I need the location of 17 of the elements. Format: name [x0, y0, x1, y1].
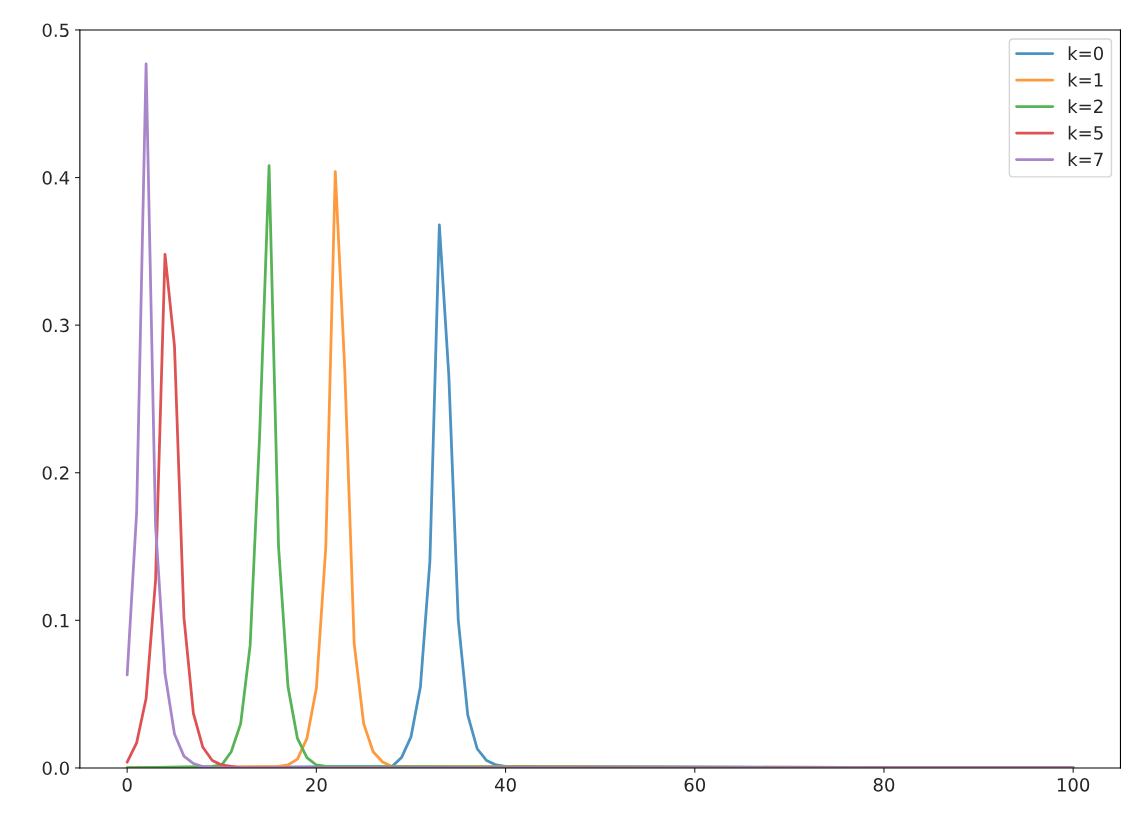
x-tick-label: 20	[306, 777, 327, 792]
y-tick-label: 0.3	[42, 318, 69, 333]
y-tick-label: 0.1	[42, 613, 69, 628]
x-tick-label: 80	[873, 777, 895, 792]
x-tick-label: 40	[494, 777, 516, 792]
legend-label: k=1	[1068, 72, 1103, 87]
y-tick-label: 0.0	[42, 761, 69, 776]
y-tick-label: 0.4	[42, 171, 70, 185]
legend-label: k=2	[1068, 99, 1103, 113]
legend-label: k=0	[1068, 46, 1104, 61]
x-tick-label: 60	[684, 777, 706, 792]
legend-label: k=5	[1068, 125, 1103, 140]
x-tick-label: 0	[122, 777, 132, 792]
y-tick-label: 0.5	[42, 23, 69, 38]
x-tick-label: 100	[1057, 777, 1090, 792]
y-tick-label: 0.2	[42, 466, 69, 480]
legend-label: k=7	[1068, 152, 1103, 166]
